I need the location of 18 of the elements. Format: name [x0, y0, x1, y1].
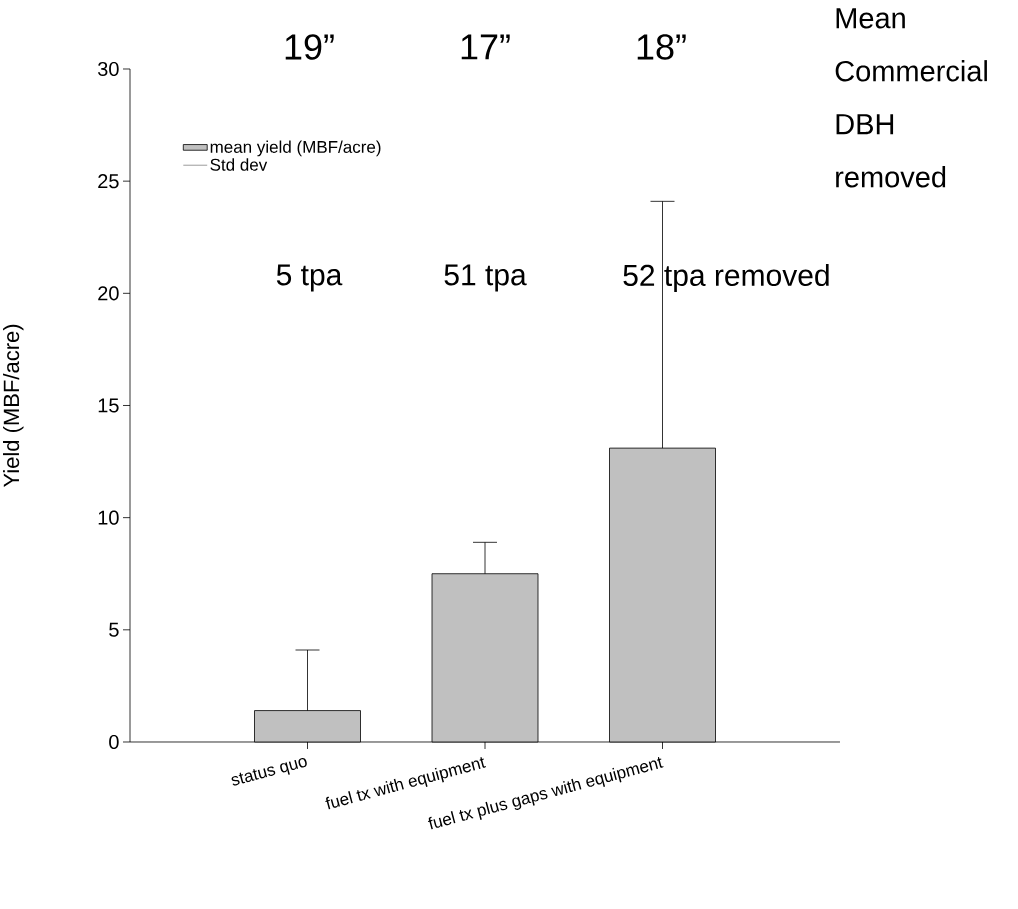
- y-axis-title: Yield (MBF/acre): [3, 324, 24, 488]
- y-tick-label: 15: [98, 398, 119, 413]
- y-tick-label: 25: [98, 174, 119, 189]
- annotation: 51 tpa: [444, 264, 527, 292]
- y-tick-label: 20: [98, 286, 119, 301]
- text: 17”: [461, 34, 510, 60]
- text: 18”: [637, 34, 686, 60]
- text: 19”: [285, 34, 334, 60]
- annotation: Std dev: [210, 158, 268, 171]
- y-tick-label: 30: [97, 61, 119, 77]
- y-tick-label: 0: [109, 734, 119, 750]
- annotation: 52 tpa removed: [623, 264, 829, 292]
- legend-label: mean yield (MBF/acre): [210, 140, 381, 157]
- annotation: 5 tpa: [276, 264, 343, 292]
- annotation: Mean Commercial DBH removed: [835, 8, 987, 188]
- x-tick-label: status quo: [231, 758, 307, 786]
- y-tick-label: 5: [109, 622, 119, 637]
- y-tick-label: 10: [98, 510, 119, 525]
